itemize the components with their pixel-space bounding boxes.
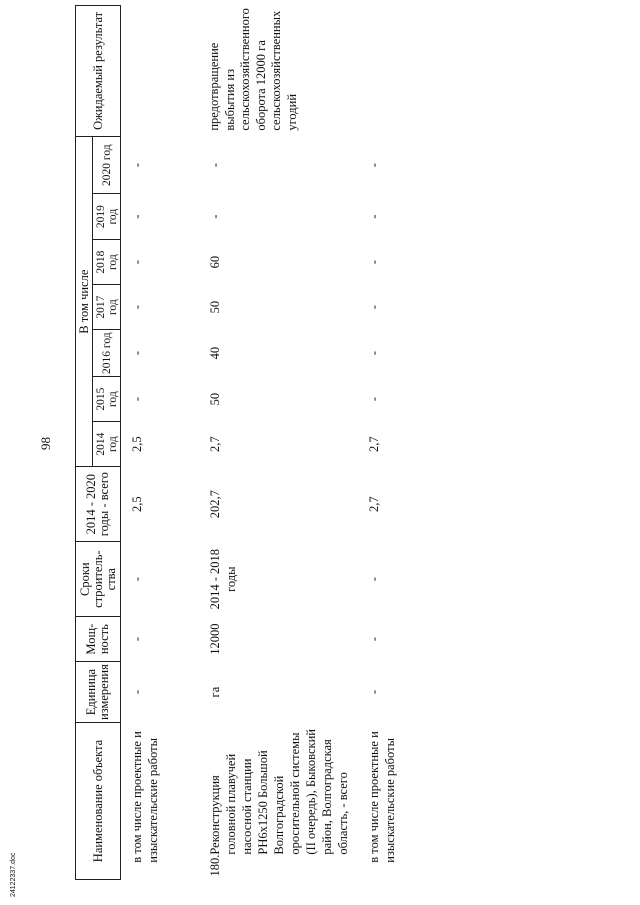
cell-period: - (367, 577, 381, 582)
cell-year: - (130, 163, 144, 168)
header-year: 2014 год (92, 421, 121, 467)
cell-total: 2,7 (367, 496, 381, 512)
header-name: Наименование объекта (75, 722, 121, 880)
header-capacity: Мощ-ность (75, 616, 121, 662)
cell-year: - (367, 214, 381, 219)
cell-result: предотвращение выбытия из сельскохозяйст… (207, 8, 299, 131)
cell-year: 40 (208, 346, 222, 360)
page-number: 98 (38, 437, 53, 450)
header-year: 2020 год (92, 136, 121, 194)
cell-result (362, 5, 436, 137)
cell-year: 50 (208, 392, 222, 406)
cell-name: в том числе проектные и изыскательские р… (367, 731, 397, 863)
cell-capacity: - (130, 637, 144, 642)
investment-table: Наименование объекта Единица измерения М… (75, 5, 436, 880)
cell-year: - (367, 305, 381, 310)
header-year: 2019 год (92, 193, 121, 240)
cell-year: - (367, 163, 381, 168)
cell-total: 2,5 (130, 496, 144, 512)
cell-year: 2,7 (208, 436, 222, 452)
cell-year: - (130, 397, 144, 402)
cell-year: - (367, 260, 381, 265)
header-result: Ожидаемый результат (75, 5, 121, 137)
header-including: В том числе (75, 136, 93, 467)
cell-period: - (130, 577, 144, 582)
header-year: 2016 год (92, 329, 121, 377)
table-row: в том числе проектные и изыскательские р… (362, 5, 436, 879)
cell-unit: - (130, 690, 144, 695)
cell-year: - (367, 397, 381, 402)
cell-year: - (208, 163, 222, 168)
cell-result (121, 5, 202, 137)
header-period: Сроки строитель-ства (75, 541, 121, 617)
cell-year: 2,5 (130, 436, 144, 452)
cell-period: 2014 - 2018 годы (208, 548, 238, 610)
cell-unit: - (367, 690, 381, 695)
cell-year: 2,7 (367, 436, 381, 452)
cell-year: - (130, 260, 144, 265)
cell-year: 50 (208, 300, 222, 314)
cell-year: - (130, 305, 144, 310)
footer-filename: 24122337.doc (10, 852, 17, 897)
cell-capacity: - (367, 637, 381, 642)
header-total: 2014 - 2020 годы - всего (75, 466, 121, 542)
cell-year: 60 (208, 255, 222, 269)
cell-year: - (130, 214, 144, 219)
cell-year: - (130, 351, 144, 356)
header-unit: Единица измерения (75, 661, 121, 723)
header-year: 2015 год (92, 376, 121, 422)
cell-total: 202,7 (208, 490, 222, 519)
table-row: 180. Реконструкция головной плавучей насо… (201, 5, 362, 879)
cell-unit: га (208, 686, 222, 698)
cell-name: 180. Реконструкция головной плавучей насо… (208, 729, 350, 877)
header-year: 2017 год (92, 284, 121, 330)
cell-year: - (367, 351, 381, 356)
cell-year: - (208, 214, 222, 219)
cell-capacity: 12000 (208, 623, 222, 655)
cell-name: в том числе проектные и изыскательские р… (130, 731, 160, 863)
table-row: в том числе проектные и изыскательские р… (121, 5, 202, 879)
header-year: 2018 год (92, 239, 121, 285)
